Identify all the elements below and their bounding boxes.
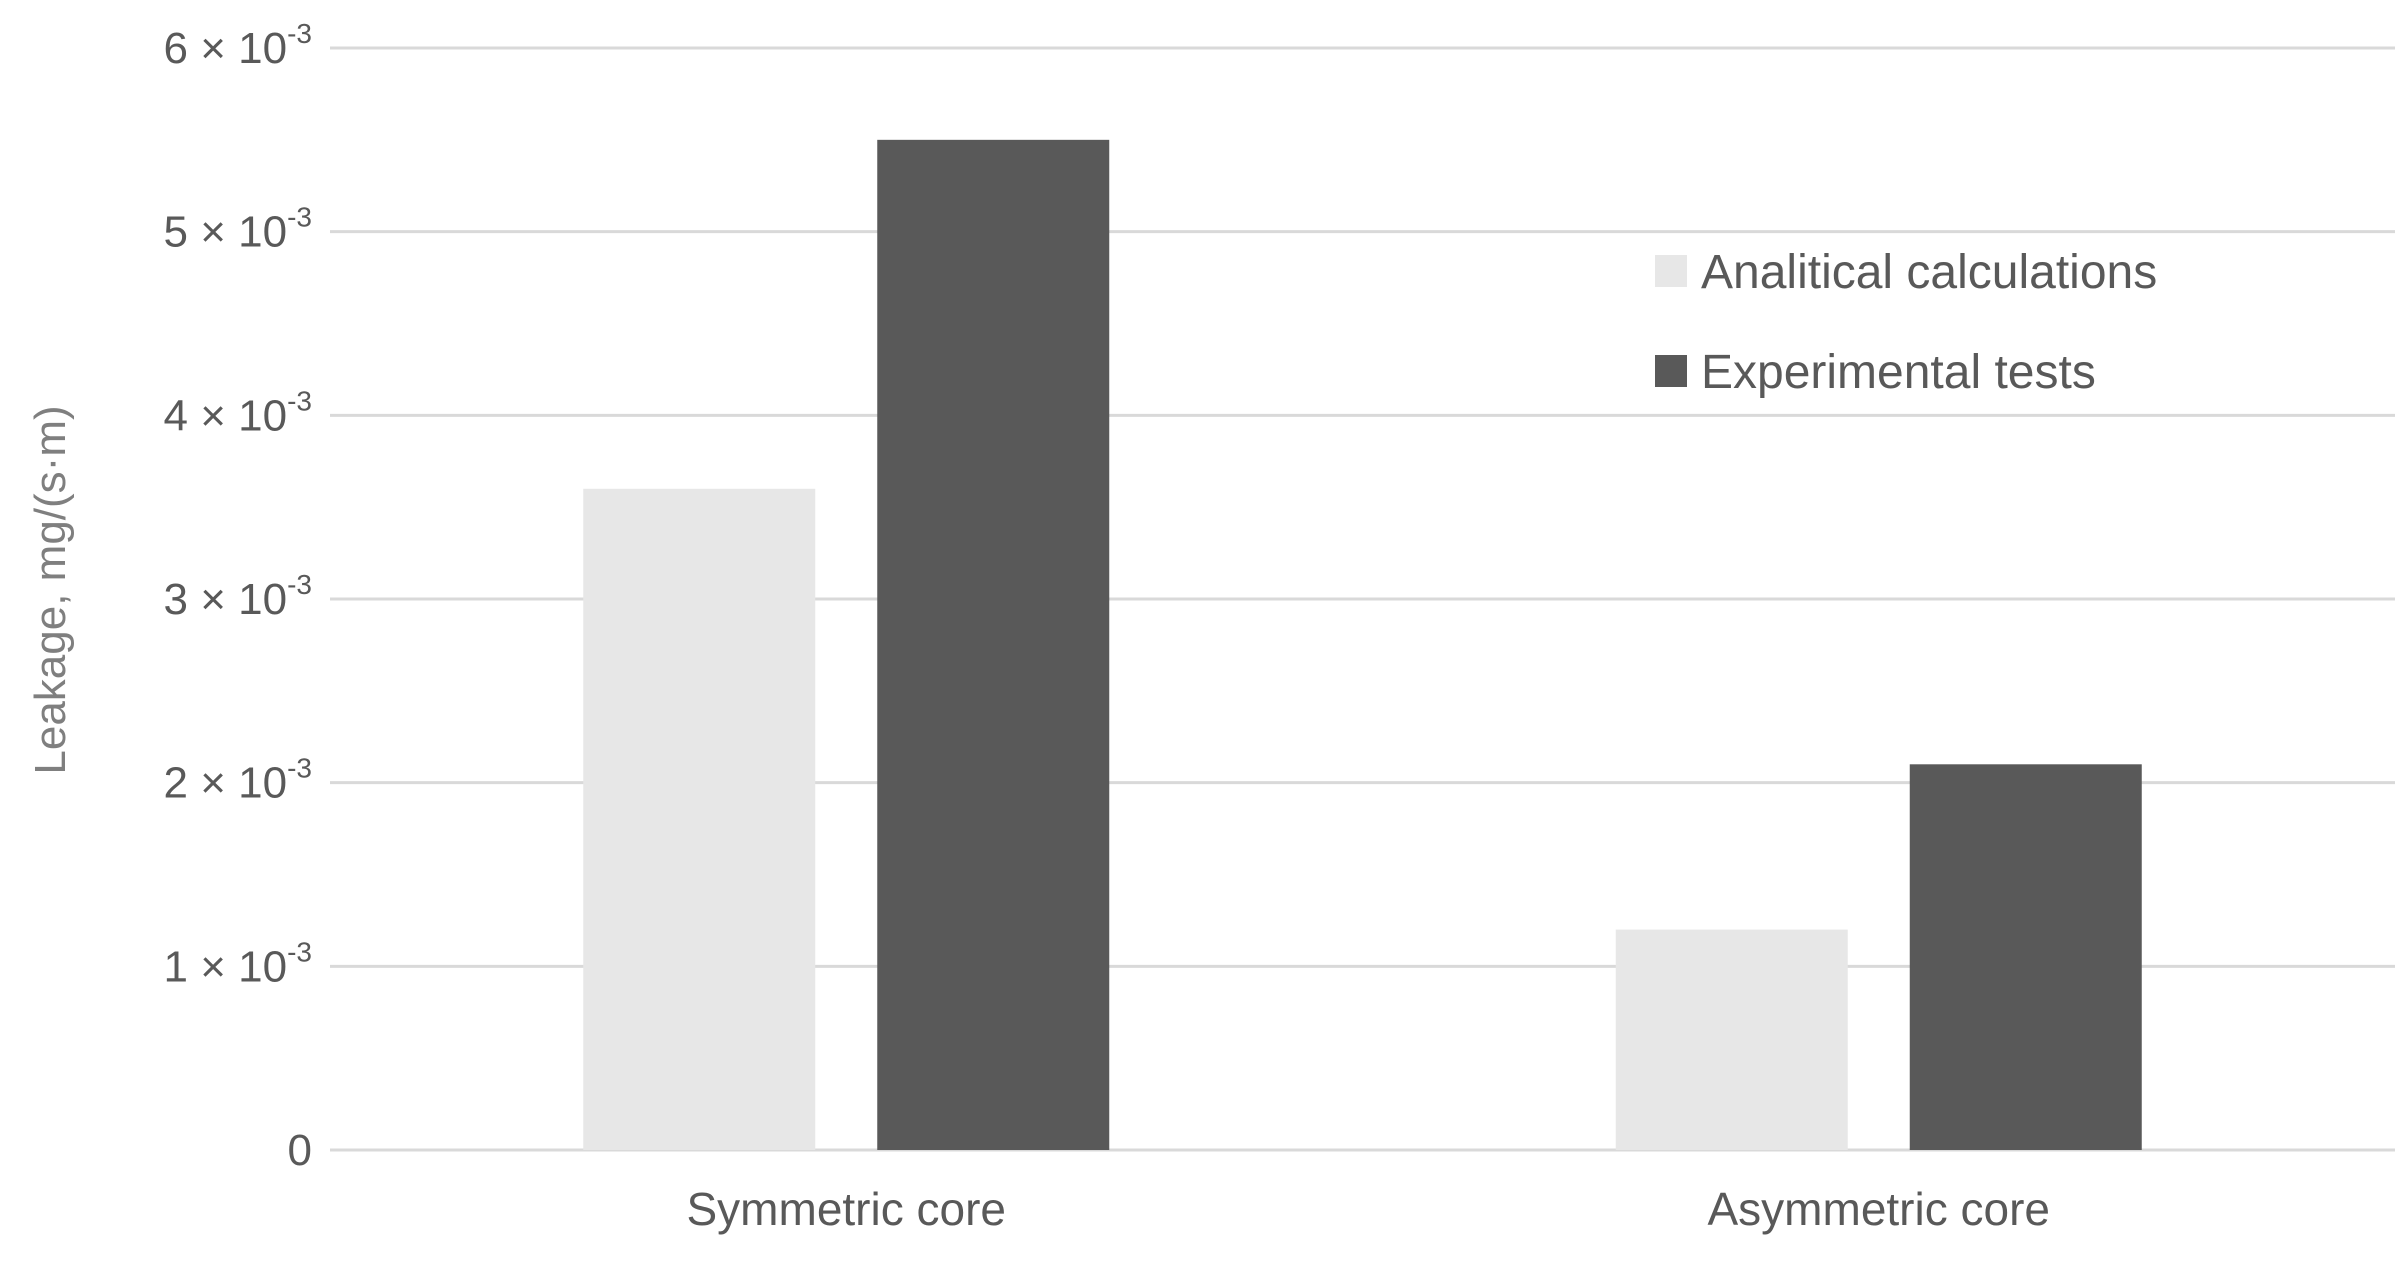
legend-swatch (1655, 255, 1687, 287)
y-tick-label: 5 × 10-3 (164, 202, 312, 257)
legend-swatch (1655, 355, 1687, 387)
y-tick-label: 0 (288, 1126, 312, 1175)
y-axis-ticks: 0 1 × 10-3 2 × 10-3 3 × 10-3 4 × 10-3 5 × 10-… (164, 18, 312, 1175)
y-tick-exponent: -3 (287, 18, 312, 49)
bar-experimental-tests-asymmetric-core (1909, 764, 2142, 1150)
x-category-label: Asymmetric core (1708, 1183, 2050, 1235)
legend: Analitical calculations Experimental test… (1655, 246, 2157, 399)
y-tick-exponent: -3 (287, 936, 312, 967)
x-category-label: Symmetric core (687, 1183, 1006, 1235)
legend-label: Analitical calculations (1701, 246, 2157, 299)
y-tick-exponent: -3 (287, 202, 312, 233)
y-tick-exponent: -3 (287, 753, 312, 784)
bar-analitical-calculations-asymmetric-core (1615, 929, 1848, 1150)
bars (583, 139, 2142, 1151)
y-tick-exponent: -3 (287, 385, 312, 416)
y-tick-label: 2 × 10-3 (164, 753, 312, 808)
bar-analitical-calculations-symmetric-core (583, 488, 816, 1150)
bar-experimental-tests-symmetric-core (877, 139, 1110, 1151)
legend-label: Experimental tests (1701, 346, 2096, 399)
y-tick-label: 3 × 10-3 (164, 569, 312, 624)
y-tick-label: 6 × 10-3 (164, 18, 312, 73)
y-axis-title: Leakage, mg/(s·m) (26, 405, 75, 774)
y-tick-label: 1 × 10-3 (164, 936, 312, 991)
x-axis-categories: Symmetric core Asymmetric core (687, 1183, 2050, 1235)
y-tick-exponent: -3 (287, 569, 312, 600)
y-tick-label: 4 × 10-3 (164, 385, 312, 440)
